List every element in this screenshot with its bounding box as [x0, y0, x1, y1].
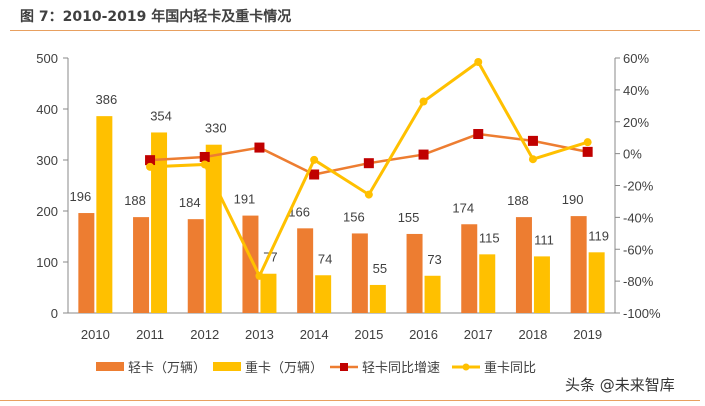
chart-title: 图 7：2010-2019 年国内轻卡及重卡情况: [20, 9, 292, 25]
marker-heavy-yoy: [528, 155, 537, 164]
legend-marker-heavy-yoy: [462, 363, 470, 371]
right-tick-label: -20%: [623, 179, 654, 194]
marker-light-yoy: [418, 149, 429, 160]
bar-heavy-truck: [588, 252, 605, 313]
data-label-heavy-truck: 386: [95, 92, 117, 107]
bar-light-truck: [570, 216, 587, 313]
data-label-light-truck: 191: [234, 192, 256, 207]
bar-light-truck: [461, 224, 478, 313]
title-divider: [10, 30, 700, 31]
bar-light-truck: [242, 215, 259, 313]
x-tick-label: 2011: [136, 327, 164, 342]
data-label-light-truck: 156: [343, 209, 365, 224]
left-tick-label: 0: [51, 306, 58, 321]
right-tick-label: 0%: [623, 147, 642, 162]
bar-heavy-truck: [151, 132, 168, 313]
bar-light-truck: [297, 228, 314, 313]
marker-light-yoy: [363, 158, 374, 169]
x-tick-label: 2017: [464, 327, 493, 342]
marker-light-yoy: [199, 151, 210, 162]
bar-heavy-truck: [315, 275, 332, 313]
x-tick-label: 2014: [300, 327, 329, 342]
legend-swatch-light-truck: [96, 362, 124, 371]
legend-label-heavy-truck: 重卡（万辆）: [245, 360, 323, 376]
right-tick-label: -60%: [623, 242, 654, 257]
marker-light-yoy: [254, 142, 265, 153]
bar-heavy-truck: [424, 275, 441, 313]
data-label-heavy-truck: 354: [150, 108, 172, 123]
data-label-heavy-truck: 55: [373, 261, 387, 276]
bar-heavy-truck: [479, 254, 496, 313]
legend-marker-light-yoy: [340, 363, 348, 371]
right-tick-label: 60%: [623, 51, 649, 66]
data-label-heavy-truck: 74: [318, 251, 332, 266]
marker-light-yoy: [582, 146, 593, 157]
data-label-light-truck: 166: [288, 204, 310, 219]
data-label-light-truck: 184: [179, 195, 201, 210]
right-tick-label: -40%: [623, 210, 654, 225]
left-tick-label: 200: [36, 204, 58, 219]
data-label-heavy-truck: 73: [427, 252, 441, 267]
data-label-light-truck: 188: [124, 193, 146, 208]
left-tick-label: 300: [36, 153, 58, 168]
bar-heavy-truck: [260, 273, 277, 313]
data-label-light-truck: 188: [507, 193, 529, 208]
bar-light-truck: [515, 217, 532, 313]
data-label-light-truck: 196: [69, 189, 91, 204]
right-tick-label: -100%: [623, 306, 661, 321]
left-tick-label: 100: [36, 255, 58, 270]
marker-heavy-yoy: [310, 155, 319, 164]
right-tick-label: 40%: [623, 83, 649, 98]
bar-heavy-truck: [369, 284, 386, 313]
marker-heavy-yoy: [583, 138, 592, 147]
x-tick-label: 2013: [245, 327, 274, 342]
marker-heavy-yoy: [200, 160, 209, 169]
right-tick-label: -80%: [623, 274, 654, 289]
data-label-light-truck: 155: [398, 210, 420, 225]
footer-divider: [0, 400, 700, 401]
marker-light-yoy: [473, 129, 484, 140]
data-label-heavy-truck: 119: [588, 228, 609, 243]
x-tick-label: 2018: [518, 327, 547, 342]
legend-swatch-heavy-truck: [213, 362, 241, 371]
watermark: 头条 @未来智库: [565, 376, 675, 394]
bar-heavy-truck: [205, 144, 222, 313]
bar-light-truck: [78, 213, 95, 313]
right-tick-label: 20%: [623, 115, 649, 130]
legend-label-light-yoy: 轻卡同比增速: [362, 361, 440, 376]
legend-label-light-truck: 轻卡（万辆）: [128, 361, 206, 376]
data-label-heavy-truck: 330: [205, 121, 227, 136]
marker-light-yoy: [309, 169, 320, 180]
bar-light-truck: [406, 233, 423, 313]
legend-label-heavy-yoy: 重卡同比: [484, 360, 536, 376]
x-tick-label: 2012: [190, 327, 219, 342]
bar-light-truck: [351, 233, 368, 313]
marker-heavy-yoy: [146, 162, 155, 171]
data-label-light-truck: 190: [562, 192, 584, 207]
x-tick-label: 2016: [409, 327, 438, 342]
data-label-heavy-truck: 111: [534, 232, 554, 247]
bar-light-truck: [133, 217, 150, 313]
x-tick-label: 2010: [81, 327, 110, 342]
bar-light-truck: [187, 219, 204, 313]
left-tick-label: 400: [36, 102, 58, 117]
marker-heavy-yoy: [474, 57, 483, 66]
marker-heavy-yoy: [364, 190, 373, 199]
data-label-heavy-truck: 115: [479, 230, 500, 245]
marker-heavy-yoy: [419, 97, 428, 106]
bar-heavy-truck: [96, 116, 113, 313]
left-tick-label: 500: [36, 51, 58, 66]
marker-heavy-yoy: [255, 271, 264, 280]
bar-heavy-truck: [533, 256, 550, 313]
x-tick-label: 2019: [573, 327, 602, 342]
data-label-light-truck: 174: [452, 200, 474, 215]
x-tick-label: 2015: [354, 327, 383, 342]
marker-light-yoy: [527, 135, 538, 146]
marker-light-yoy: [145, 155, 156, 166]
